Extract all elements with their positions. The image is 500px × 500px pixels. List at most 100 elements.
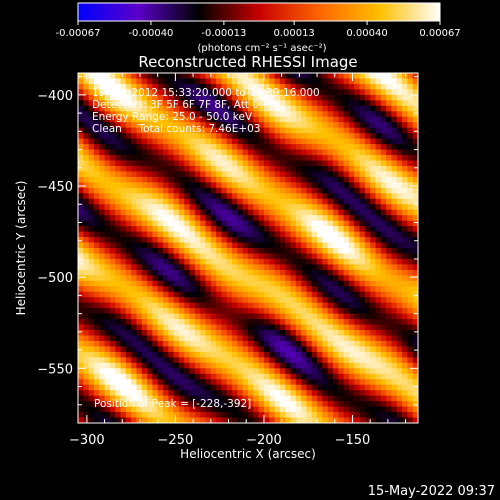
heatmap-cell <box>216 220 222 227</box>
heatmap-cell <box>285 144 291 150</box>
heatmap-cell <box>364 368 371 375</box>
heatmap-cell <box>407 176 414 183</box>
heatmap-cell <box>311 357 318 364</box>
heatmap-cell <box>380 330 387 336</box>
heatmap-cell <box>258 269 265 276</box>
heatmap-cell <box>232 248 238 254</box>
footer-timestamp: 15-May-2022 09:37 <box>368 484 495 499</box>
heatmap-cell <box>290 111 297 118</box>
heatmap-cell <box>253 308 260 315</box>
heatmap-cell <box>83 335 90 342</box>
heatmap-cell <box>306 73 313 79</box>
heatmap-cell <box>147 248 153 254</box>
heatmap-cell <box>317 231 323 238</box>
heatmap-cell <box>279 280 286 287</box>
heatmap-cell <box>343 237 350 243</box>
heatmap-cell <box>354 395 360 402</box>
heatmap-cell <box>407 231 414 238</box>
heatmap-cell <box>258 379 265 386</box>
heatmap-cell <box>290 346 297 353</box>
heatmap-cell <box>306 138 313 145</box>
heatmap-cell <box>200 171 206 178</box>
heatmap-cell <box>364 291 371 298</box>
heatmap-cell <box>163 182 169 189</box>
heatmap-cell <box>178 204 185 211</box>
heatmap-cell <box>88 171 95 178</box>
heatmap-cell <box>274 412 281 418</box>
heatmap-cell <box>152 253 159 260</box>
heatmap-cell <box>343 275 350 282</box>
heatmap-cell <box>380 193 387 200</box>
heatmap-cell <box>136 275 143 282</box>
heatmap-cell <box>93 335 100 342</box>
heatmap-cell <box>147 89 153 96</box>
heatmap-cell <box>322 324 329 331</box>
heatmap-cell <box>248 406 254 413</box>
heatmap-cell <box>380 138 387 145</box>
heatmap-cell <box>269 165 275 172</box>
heatmap-cell <box>322 155 329 161</box>
heatmap-cell <box>407 155 414 161</box>
heatmap-cell <box>354 269 360 276</box>
heatmap-cell <box>200 226 206 232</box>
heatmap-cell <box>279 73 286 79</box>
heatmap-cell <box>226 89 233 96</box>
heatmap-cell <box>295 384 302 391</box>
heatmap-cell <box>338 253 345 260</box>
heatmap-cell <box>78 253 84 260</box>
heatmap-cell <box>290 105 297 112</box>
heatmap-cell <box>396 340 403 347</box>
heatmap-cell <box>327 297 334 304</box>
heatmap-cell <box>178 116 185 123</box>
heatmap-cell <box>120 187 127 194</box>
heatmap-cell <box>338 237 345 243</box>
heatmap-cell <box>343 401 350 407</box>
heatmap-cell <box>93 291 100 298</box>
heatmap-cell <box>407 83 414 90</box>
heatmap-cell <box>178 417 185 423</box>
heatmap-cell <box>83 286 90 293</box>
heatmap-cell <box>407 133 414 140</box>
heatmap-cell <box>327 324 334 331</box>
heatmap-cell <box>157 204 164 211</box>
heatmap-cell <box>386 204 392 211</box>
heatmap-cell <box>412 176 418 183</box>
heatmap-cell <box>147 111 153 118</box>
heatmap-cell <box>290 149 297 156</box>
heatmap-cell <box>301 335 307 342</box>
heatmap-cell <box>99 209 105 216</box>
heatmap-cell <box>168 253 175 260</box>
heatmap-cell <box>189 155 196 161</box>
heatmap-cell <box>210 105 217 112</box>
colorbar-tick-label: -0.00040 <box>128 28 173 39</box>
heatmap-cell <box>216 324 222 331</box>
heatmap-cell <box>189 340 196 347</box>
heatmap-cell <box>237 313 244 320</box>
heatmap-cell <box>78 94 84 101</box>
heatmap-cell <box>407 100 414 107</box>
heatmap-cell <box>386 111 392 118</box>
heatmap-cell <box>232 351 238 358</box>
heatmap-cell <box>311 204 318 211</box>
heatmap-cell <box>88 253 95 260</box>
heatmap-cell <box>380 127 387 134</box>
heatmap-cell <box>263 127 270 134</box>
heatmap-cell <box>125 226 132 232</box>
heatmap-cell <box>248 395 254 402</box>
heatmap-cell <box>163 160 169 167</box>
heatmap-cell <box>232 105 238 112</box>
heatmap-cell <box>263 100 270 107</box>
heatmap-cell <box>226 78 233 85</box>
heatmap-cell <box>109 237 116 243</box>
heatmap-cell <box>141 291 148 298</box>
heatmap-cell <box>99 133 105 140</box>
heatmap-cell <box>348 412 355 418</box>
heatmap-cell <box>83 204 90 211</box>
heatmap-cell <box>120 127 127 134</box>
heatmap-cell <box>226 204 233 211</box>
heatmap-cell <box>354 215 360 222</box>
heatmap-cell <box>359 417 366 423</box>
heatmap-cell <box>173 362 180 369</box>
heatmap-cell <box>120 83 127 90</box>
